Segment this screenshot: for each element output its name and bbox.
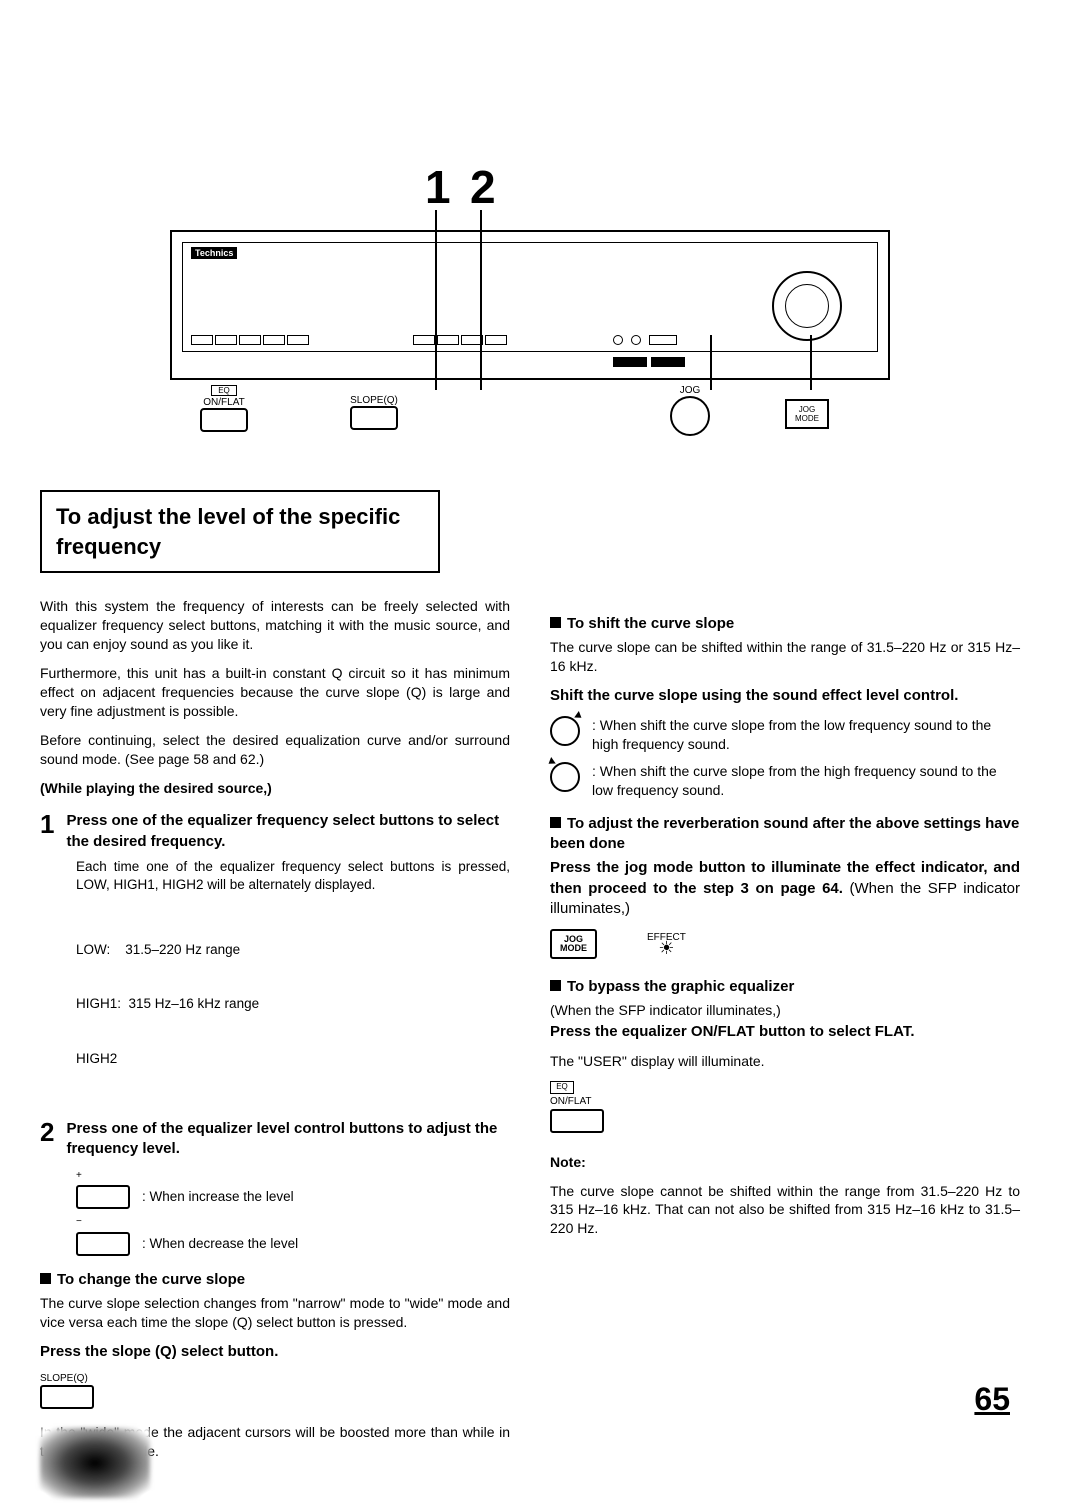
- shift-slope-heading: To shift the curve slope: [550, 614, 1020, 634]
- step-1-text: Each time one of the equalizer frequency…: [76, 858, 510, 894]
- callout-number-2: 2: [470, 160, 496, 214]
- dial-ccw-text: : When shift the curve slope from the hi…: [592, 762, 1020, 800]
- brand-label: Technics: [191, 247, 237, 259]
- callout-number-1: 1: [425, 160, 451, 214]
- slope-label: SLOPE(Q): [350, 395, 398, 406]
- step-2-heading: Press one of the equalizer level control…: [66, 1119, 510, 1160]
- change-slope-heading: To change the curve slope: [40, 1270, 510, 1290]
- page-number: 65: [974, 1381, 1010, 1418]
- eq-box-label: EQ: [211, 385, 237, 396]
- device-diagram: 1 2 Technics EQ ON/FLAT: [170, 170, 890, 450]
- step-1: 1 Press one of the equalizer frequency s…: [40, 811, 510, 852]
- dial-cw-icon: [550, 716, 580, 746]
- front-panel: Technics: [170, 230, 890, 380]
- dial-ccw-row: : When shift the curve slope from the hi…: [550, 762, 1020, 800]
- press-slope-heading: Press the slope (Q) select button.: [40, 1342, 510, 1362]
- freq-high2: HIGH2: [76, 1050, 510, 1068]
- shift-slope-text: The curve slope can be shifted within th…: [550, 638, 1020, 676]
- content-columns: To adjust the level of the specific freq…: [40, 490, 1020, 1471]
- step-1-heading: Press one of the equalizer frequency sel…: [66, 811, 510, 852]
- minus-text: : When decrease the level: [142, 1235, 298, 1253]
- slope-button-icon: [350, 406, 398, 430]
- dial-ccw-icon: [550, 762, 580, 792]
- bottom-labels: [613, 357, 685, 367]
- freq-low: LOW: 31.5–220 Hz range: [76, 941, 510, 959]
- panel-inner: Technics: [182, 242, 878, 352]
- level-down-button-icon: [76, 1232, 130, 1256]
- before-note: Before continuing, select the desired eq…: [40, 731, 510, 769]
- note-heading: Note:: [550, 1153, 1020, 1172]
- onflat-button-icon: [200, 408, 248, 432]
- jog-dial: [772, 271, 842, 341]
- jog-label: JOG: [670, 385, 710, 396]
- onflat-button-icon-2: [550, 1109, 604, 1133]
- step-1-number: 1: [40, 811, 54, 852]
- freq-high1: HIGH1: 315 Hz–16 kHz range: [76, 995, 510, 1013]
- shift-instruction: Shift the curve slope using the sound ef…: [550, 686, 1020, 706]
- while-playing: (While playing the desired source,): [40, 779, 510, 798]
- section-title: To adjust the level of the specific freq…: [40, 490, 440, 573]
- effect-indicator-icon: EFFECT ☀: [647, 932, 686, 957]
- eq-box-small: EQ: [550, 1081, 574, 1094]
- right-column: To shift the curve slope The curve slope…: [550, 490, 1020, 1471]
- button-row-left: [191, 335, 309, 345]
- onflat-label: ON/FLAT: [200, 397, 248, 408]
- intro-paragraph-1: With this system the frequency of intere…: [40, 597, 510, 654]
- plus-label: +: [76, 1170, 82, 1181]
- button-row-mid: [413, 335, 507, 345]
- reverb-heading: To adjust the reverberation sound after …: [550, 814, 1020, 855]
- dial-cw-text: : When shift the curve slope from the lo…: [592, 716, 1020, 754]
- jog-mode-button-icon: JOGMODE: [550, 929, 597, 959]
- intro-paragraph-2: Furthermore, this unit has a built-in co…: [40, 664, 510, 721]
- bypass-sub: (When the SFP indicator illuminates,): [550, 1001, 1020, 1020]
- scan-artifact: [40, 1428, 150, 1498]
- level-up-button-icon: [76, 1185, 130, 1209]
- indicator-row: [613, 335, 677, 345]
- step-2-number: 2: [40, 1119, 54, 1160]
- slope-btn-label: SLOPE(Q): [40, 1372, 510, 1386]
- slope-button-icon: [40, 1385, 94, 1409]
- dial-cw-row: : When shift the curve slope from the lo…: [550, 716, 1020, 754]
- jogmode-box: JOGMODE: [785, 399, 829, 429]
- bypass-text: The "USER" display will illuminate.: [550, 1052, 1020, 1071]
- onflat-small-label: ON/FLAT: [550, 1095, 1020, 1109]
- left-column: To adjust the level of the specific freq…: [40, 490, 510, 1471]
- callout-row: EQ ON/FLAT SLOPE(Q) JOG JOGMODE: [170, 385, 890, 445]
- plus-text: : When increase the level: [142, 1188, 294, 1206]
- reverb-instruction: Press the jog mode button to illuminate …: [550, 858, 1020, 919]
- note-text: The curve slope cannot be shifted within…: [550, 1182, 1020, 1239]
- change-slope-text: The curve slope selection changes from "…: [40, 1294, 510, 1332]
- jog-dial-icon: [670, 396, 710, 436]
- bypass-heading: To bypass the graphic equalizer: [550, 977, 1020, 997]
- minus-label: −: [76, 1216, 82, 1227]
- bypass-instruction: Press the equalizer ON/FLAT button to se…: [550, 1022, 1020, 1042]
- step-2: 2 Press one of the equalizer level contr…: [40, 1119, 510, 1160]
